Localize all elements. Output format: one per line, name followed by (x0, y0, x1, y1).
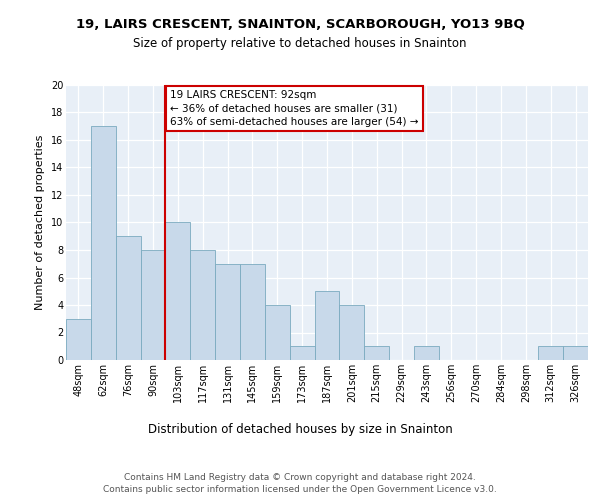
Bar (91, 126, 116, 360)
Text: Contains HM Land Registry data © Crown copyright and database right 2024.
Contai: Contains HM Land Registry data © Crown c… (103, 472, 497, 494)
Bar (314, 291, 340, 360)
Bar (364, 346, 389, 360)
Bar (290, 346, 314, 360)
Bar (414, 346, 439, 360)
Y-axis label: Number of detached properties: Number of detached properties (35, 135, 45, 310)
Bar (265, 305, 290, 360)
Bar (563, 346, 588, 360)
Bar (140, 250, 166, 360)
Bar (240, 264, 265, 360)
Text: Distribution of detached houses by size in Snainton: Distribution of detached houses by size … (148, 422, 452, 436)
Text: Size of property relative to detached houses in Snainton: Size of property relative to detached ho… (133, 38, 467, 51)
Bar (215, 264, 240, 360)
Bar (340, 305, 364, 360)
Bar (116, 236, 140, 360)
Text: 19, LAIRS CRESCENT, SNAINTON, SCARBOROUGH, YO13 9BQ: 19, LAIRS CRESCENT, SNAINTON, SCARBOROUG… (76, 18, 524, 30)
Bar (190, 250, 215, 360)
Bar (538, 346, 563, 360)
Bar (166, 222, 190, 360)
Text: 19 LAIRS CRESCENT: 92sqm
← 36% of detached houses are smaller (31)
63% of semi-d: 19 LAIRS CRESCENT: 92sqm ← 36% of detach… (170, 90, 419, 127)
Bar (66, 319, 91, 360)
